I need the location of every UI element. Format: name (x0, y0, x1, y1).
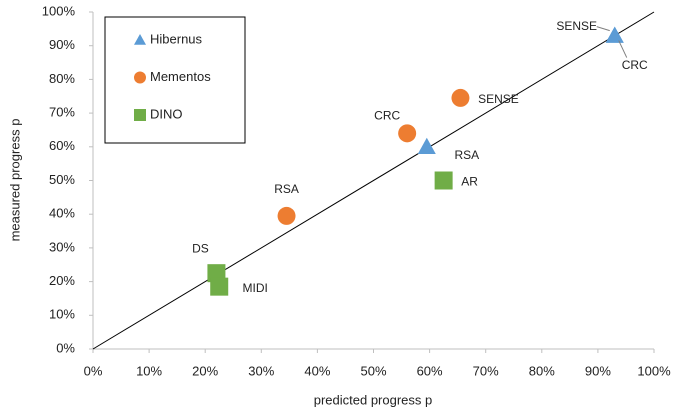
marker-circle (451, 88, 470, 107)
y-tick-label: 80% (49, 71, 75, 86)
point-label: SENSE (556, 19, 597, 33)
point-label: MIDI (243, 281, 268, 295)
y-tick-label: 100% (42, 3, 76, 18)
y-tick-label: 10% (49, 307, 75, 322)
identity-line (92, 11, 655, 350)
marker-square (434, 171, 453, 190)
legend-label: Hibernus (150, 31, 203, 46)
marker-circle (277, 206, 296, 225)
legend-label: DINO (150, 106, 183, 121)
point-label: AR (461, 175, 478, 189)
x-tick-label: 40% (304, 363, 330, 378)
x-tick-label: 90% (585, 363, 611, 378)
x-tick-label: 20% (192, 363, 218, 378)
leader-line (596, 26, 610, 32)
legend-marker (134, 34, 146, 45)
point-label: CRC (622, 58, 648, 72)
point-label: DS (192, 241, 209, 255)
point-label: RSA (274, 182, 299, 196)
x-axis-title: predicted progress p (314, 392, 433, 407)
marker-square (210, 277, 229, 296)
x-tick-label: 30% (248, 363, 274, 378)
y-tick-label: 40% (49, 206, 75, 221)
legend-marker (134, 71, 146, 84)
x-tick-label: 10% (136, 363, 162, 378)
y-tick-label: 90% (49, 37, 75, 52)
y-tick-label: 30% (49, 239, 75, 254)
legend-box (104, 16, 246, 144)
y-tick-label: 50% (49, 172, 75, 187)
legend-marker (134, 109, 146, 121)
point-label: CRC (374, 108, 400, 122)
leader-line (618, 40, 628, 58)
legend-label: Mementos (150, 69, 211, 84)
x-tick-label: 70% (473, 363, 499, 378)
y-axis-title: measured progress p (7, 119, 22, 242)
marker-circle (398, 124, 417, 143)
y-tick-label: 60% (49, 138, 75, 153)
x-tick-label: 50% (360, 363, 386, 378)
point-label: SENSE (478, 92, 519, 106)
y-tick-label: 70% (49, 105, 75, 120)
x-tick-label: 0% (84, 363, 103, 378)
x-tick-label: 60% (417, 363, 443, 378)
x-tick-label: 80% (529, 363, 555, 378)
y-tick-label: 20% (49, 273, 75, 288)
marker-triangle (417, 137, 436, 154)
y-tick-label: 0% (56, 340, 75, 355)
point-label: RSA (454, 148, 479, 162)
marker-triangle (605, 26, 624, 43)
x-tick-label: 100% (637, 363, 671, 378)
